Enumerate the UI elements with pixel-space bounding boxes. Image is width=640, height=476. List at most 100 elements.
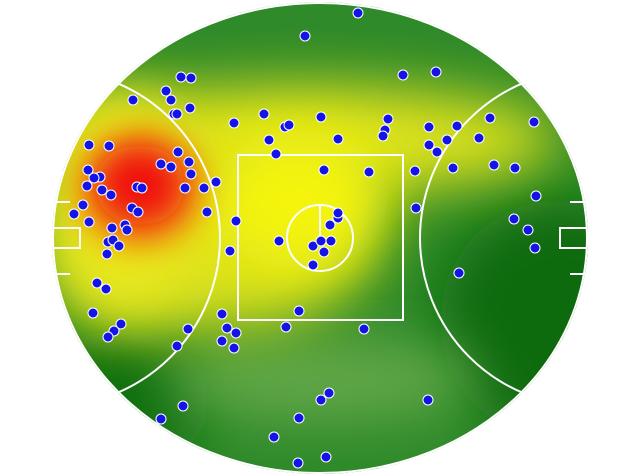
- point: [423, 121, 435, 133]
- point: [201, 206, 213, 218]
- point: [318, 164, 330, 176]
- point: [165, 94, 177, 106]
- point: [528, 116, 540, 128]
- point: [280, 321, 292, 333]
- point: [81, 180, 93, 192]
- point: [77, 199, 89, 211]
- point: [88, 172, 100, 184]
- point: [96, 184, 108, 196]
- point: [182, 323, 194, 335]
- point: [430, 66, 442, 78]
- point: [106, 222, 118, 234]
- point: [509, 162, 521, 174]
- point: [315, 111, 327, 123]
- point: [221, 322, 233, 334]
- point: [422, 394, 434, 406]
- point: [441, 134, 453, 146]
- point: [530, 190, 542, 202]
- point: [87, 307, 99, 319]
- point: [113, 240, 125, 252]
- point: [115, 318, 127, 330]
- point: [423, 139, 435, 151]
- point: [323, 387, 335, 399]
- point: [268, 431, 280, 443]
- point: [228, 342, 240, 354]
- point: [283, 119, 295, 131]
- point: [522, 224, 534, 236]
- point: [451, 120, 463, 132]
- point: [292, 457, 304, 469]
- point: [484, 112, 496, 124]
- point: [409, 165, 421, 177]
- point: [315, 235, 327, 247]
- point: [160, 85, 172, 97]
- point: [121, 224, 133, 236]
- point: [320, 451, 332, 463]
- point: [183, 156, 195, 168]
- point: [175, 71, 187, 83]
- point: [172, 146, 184, 158]
- point: [132, 206, 144, 218]
- point: [184, 102, 196, 114]
- boundary: [52, 2, 588, 474]
- point: [397, 69, 409, 81]
- points: [68, 7, 542, 469]
- point: [216, 308, 228, 320]
- point: [410, 202, 422, 214]
- point: [198, 182, 210, 194]
- point: [100, 283, 112, 295]
- point: [228, 117, 240, 129]
- point: [332, 207, 344, 219]
- point: [508, 213, 520, 225]
- point: [307, 240, 319, 252]
- point: [136, 182, 148, 194]
- point: [263, 134, 275, 146]
- point: [293, 412, 305, 424]
- point: [453, 267, 465, 279]
- point: [363, 166, 375, 178]
- point: [230, 327, 242, 339]
- point: [473, 132, 485, 144]
- point: [185, 168, 197, 180]
- point: [155, 413, 167, 425]
- point: [332, 133, 344, 145]
- point: [83, 216, 95, 228]
- point: [171, 340, 183, 352]
- point: [307, 259, 319, 271]
- point: [315, 394, 327, 406]
- point: [318, 246, 330, 258]
- point: [325, 235, 337, 247]
- point: [377, 130, 389, 142]
- point: [230, 215, 242, 227]
- point: [216, 335, 228, 347]
- point: [431, 146, 443, 158]
- point: [258, 108, 270, 120]
- point: [91, 277, 103, 289]
- point: [210, 176, 222, 188]
- point: [127, 94, 139, 106]
- point: [224, 245, 236, 257]
- point: [352, 7, 364, 19]
- point: [293, 305, 305, 317]
- point: [447, 162, 459, 174]
- point: [102, 331, 114, 343]
- point: [68, 208, 80, 220]
- point: [165, 161, 177, 173]
- point: [358, 323, 370, 335]
- point: [299, 30, 311, 42]
- point: [101, 248, 113, 260]
- point: [529, 242, 541, 254]
- point: [382, 113, 394, 125]
- point: [83, 139, 95, 151]
- point: [177, 400, 189, 412]
- point: [185, 72, 197, 84]
- point: [488, 159, 500, 171]
- point: [82, 164, 94, 176]
- point: [155, 158, 167, 170]
- point: [105, 189, 117, 201]
- point: [270, 148, 282, 160]
- point: [179, 182, 191, 194]
- point: [171, 108, 183, 120]
- point: [273, 235, 285, 247]
